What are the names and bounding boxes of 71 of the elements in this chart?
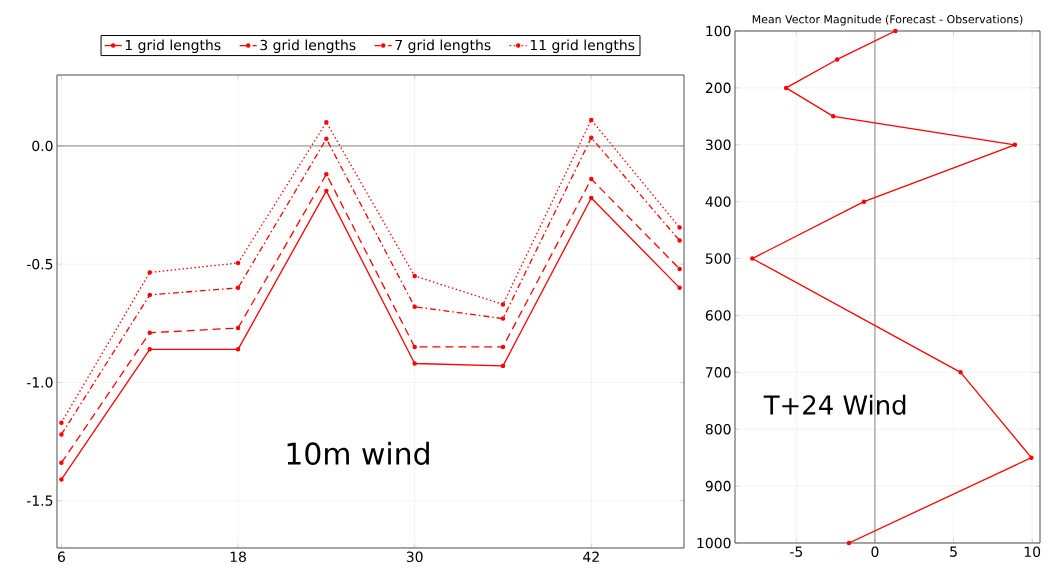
y-tick-label: -1.5: [26, 495, 53, 506]
point: [834, 57, 840, 62]
y-tick-label: 800: [705, 423, 731, 435]
point: [831, 114, 836, 119]
point: [589, 135, 594, 140]
point: [500, 302, 506, 307]
y-tick-label: -0.5: [26, 258, 53, 270]
point: [324, 120, 329, 125]
point: [893, 28, 898, 34]
point: [147, 347, 152, 352]
legend-label: 3 grid lengths: [260, 39, 356, 53]
point: [324, 136, 329, 142]
y-tick-label: 300: [705, 139, 731, 151]
y-tick-label: 1000: [697, 537, 731, 549]
y-tick-label: -1.0: [26, 377, 53, 388]
point: [412, 361, 417, 366]
point: [412, 304, 417, 309]
x-tick-label: 18: [230, 551, 246, 563]
point: [59, 420, 64, 425]
point: [750, 256, 755, 261]
point: [677, 238, 682, 243]
point: [1029, 455, 1034, 460]
x-tick-label: 5: [950, 546, 957, 557]
point: [235, 260, 241, 266]
point: [1012, 142, 1018, 148]
point: [412, 344, 417, 350]
point: [589, 117, 594, 123]
y-tick-label: 700: [706, 367, 731, 378]
x-tick-label: 42: [583, 551, 599, 562]
y-tick-label: 600: [705, 310, 731, 321]
point: [235, 347, 241, 352]
chart-title: Mean Vector Magnitude (Forecast - Observations): [752, 14, 1023, 26]
point: [412, 273, 417, 279]
point: [589, 195, 594, 201]
point: [235, 325, 241, 331]
point: [958, 370, 963, 375]
legend-label: 7 grid lengths: [395, 39, 491, 53]
point: [59, 477, 64, 482]
point: [59, 432, 64, 437]
y-tick-label: 500: [705, 253, 731, 264]
y-tick-label: 400: [705, 196, 731, 207]
point: [324, 188, 329, 194]
point: [235, 285, 241, 291]
y-tick-label: 0.0: [32, 140, 53, 152]
y-tick-label: 100: [706, 25, 731, 37]
y-tick-label: 200: [705, 82, 731, 94]
point: [147, 292, 152, 298]
x-tick-label: -5: [790, 546, 803, 557]
point: [147, 330, 152, 336]
annotation: 10m wind: [287, 441, 429, 465]
point: [677, 225, 682, 230]
x-tick-label: 10: [1024, 546, 1041, 558]
point: [324, 172, 329, 177]
point: [500, 316, 506, 321]
y-tick-label: 900: [705, 480, 731, 492]
point: [677, 285, 682, 291]
x-tick-label: 30: [406, 551, 423, 563]
point: [861, 199, 867, 204]
legend-label: 1 grid lengths: [125, 39, 221, 53]
point: [147, 270, 152, 275]
legend-label: 11 grid lengths: [530, 39, 635, 53]
point: [677, 266, 682, 272]
annotation: T+24 Wind: [763, 394, 906, 415]
point: [783, 85, 789, 91]
point: [589, 176, 594, 182]
x-tick-label: 6: [57, 551, 65, 563]
point: [500, 363, 506, 369]
point: [59, 460, 64, 466]
point: [500, 344, 506, 350]
point: [846, 540, 852, 546]
x-tick-label: 0: [871, 546, 879, 558]
